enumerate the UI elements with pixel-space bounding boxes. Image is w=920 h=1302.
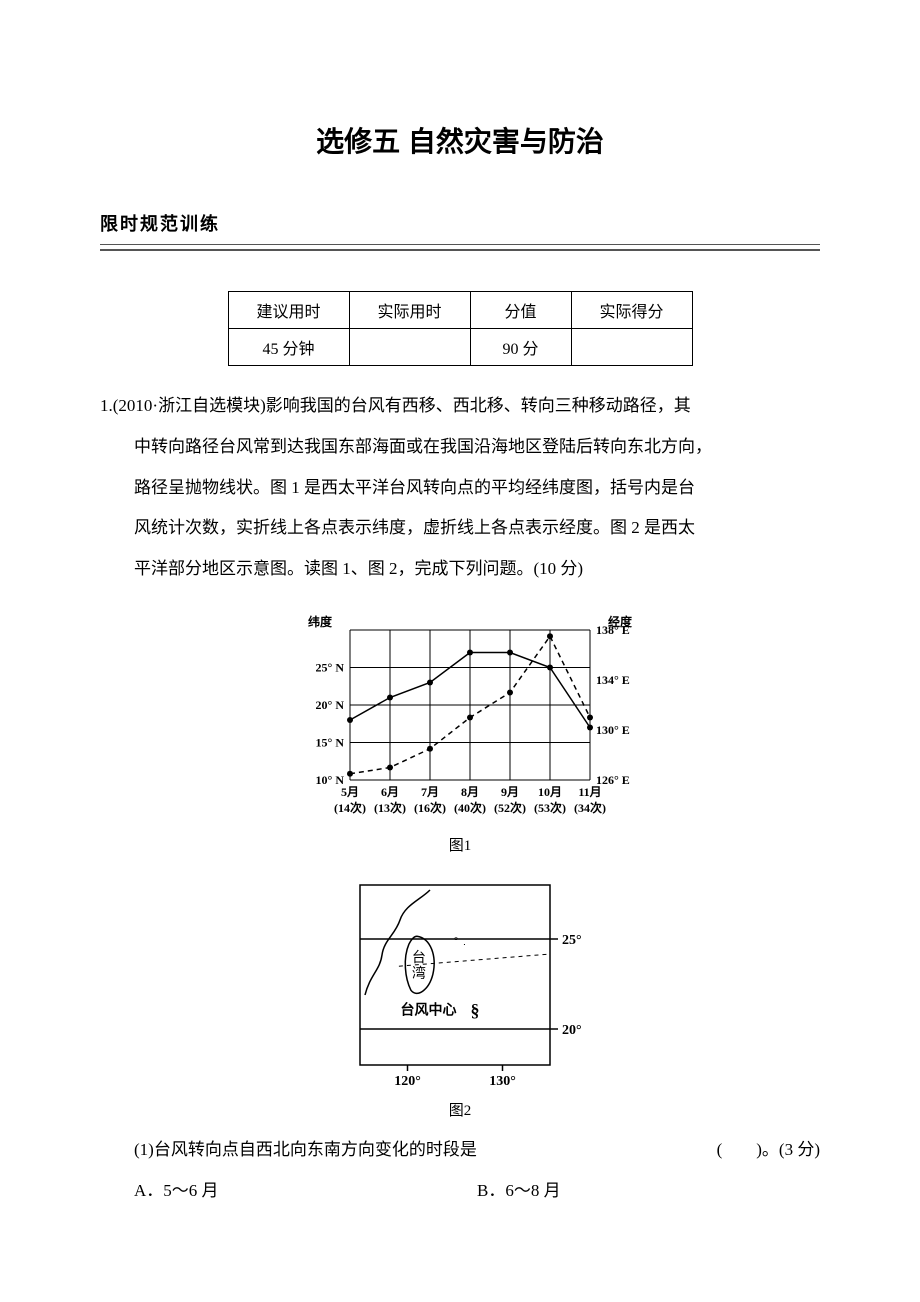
svg-text:120°: 120° xyxy=(394,1074,421,1089)
section-divider xyxy=(100,244,820,251)
option-b: B．6～8 月 xyxy=(477,1171,820,1212)
svg-text:(53次): (53次) xyxy=(534,800,566,815)
figure-1-chart: 纬度经度25° N20° N15° N10° N138° E134° E130°… xyxy=(280,610,640,830)
subq1-text: (1)台风转向点自西北向东南方向变化的时段是 xyxy=(134,1130,717,1171)
th-actual-score: 实际得分 xyxy=(571,292,692,329)
svg-text:134° E: 134° E xyxy=(596,673,630,687)
svg-text:(52次): (52次) xyxy=(494,800,526,815)
svg-text:(14次): (14次) xyxy=(334,800,366,815)
svg-text:(40次): (40次) xyxy=(454,800,486,815)
figure-1-wrap: 纬度经度25° N20° N15° N10° N138° E134° E130°… xyxy=(100,610,820,855)
svg-text:8月: 8月 xyxy=(461,785,479,799)
svg-text:25°: 25° xyxy=(562,933,582,948)
svg-text:20°: 20° xyxy=(562,1023,582,1038)
svg-text:台风中心: 台风中心 xyxy=(401,1002,457,1019)
question-1-stem: 1.(2010·浙江自选模块)影响我国的台风有西移、西北移、转向三种移动路径，其… xyxy=(100,386,820,590)
q1-line5: 平洋部分地区示意图。读图 1、图 2，完成下列问题。(10 分) xyxy=(100,549,820,590)
table-row: 45 分钟 90 分 xyxy=(228,329,692,366)
q1-line3: 路径呈抛物线状。图 1 是西太平洋台风转向点的平均经纬度图，括号内是台 xyxy=(100,468,820,509)
svg-text:6月: 6月 xyxy=(381,785,399,799)
td-actual-time xyxy=(349,329,470,366)
svg-text:纬度: 纬度 xyxy=(308,614,333,629)
figure-2-caption: 图2 xyxy=(100,1099,820,1120)
th-suggested-time: 建议用时 xyxy=(228,292,349,329)
q1-line4: 风统计次数，实折线上各点表示纬度，虚折线上各点表示经度。图 2 是西太 xyxy=(100,508,820,549)
page-title: 选修五 自然灾害与防治 xyxy=(100,120,820,160)
q1-line1: 1.(2010·浙江自选模块)影响我国的台风有西移、西北移、转向三种移动路径，其 xyxy=(100,386,820,427)
svg-text:20° N: 20° N xyxy=(316,698,345,712)
svg-text:130°: 130° xyxy=(489,1074,516,1089)
svg-text:9月: 9月 xyxy=(501,785,519,799)
svg-text:∘: ∘ xyxy=(453,934,459,945)
svg-text:§: § xyxy=(471,1001,480,1021)
subquestion-1: (1)台风转向点自西北向东南方向变化的时段是 ( )。(3 分) xyxy=(100,1130,820,1171)
svg-text:(13次): (13次) xyxy=(374,800,406,815)
svg-text:5月: 5月 xyxy=(341,785,359,799)
table-row: 建议用时 实际用时 分值 实际得分 xyxy=(228,292,692,329)
svg-text:130° E: 130° E xyxy=(596,723,630,737)
q1-line2: 中转向路径台风常到达我国东部海面或在我国沿海地区登陆后转向东北方向， xyxy=(100,427,820,468)
td-actual-score xyxy=(571,329,692,366)
option-a: A．5～6 月 xyxy=(134,1171,477,1212)
subq1-paren: ( )。(3 分) xyxy=(717,1130,820,1171)
figure-2-map: 120°130°25°20°台湾∘⋅台风中心§ xyxy=(330,875,590,1095)
th-actual-time: 实际用时 xyxy=(349,292,470,329)
svg-text:湾: 湾 xyxy=(412,965,426,982)
svg-text:138° E: 138° E xyxy=(596,623,630,637)
section-header-label: 限时规范训练 xyxy=(100,214,220,236)
th-score: 分值 xyxy=(470,292,571,329)
svg-text:⋅: ⋅ xyxy=(463,940,466,951)
section-header: 限时规范训练 xyxy=(100,210,820,236)
figure-1-caption: 图1 xyxy=(100,834,820,855)
figure-2-wrap: 120°130°25°20°台湾∘⋅台风中心§ 图2 xyxy=(100,875,820,1120)
svg-text:10月: 10月 xyxy=(538,785,562,799)
time-score-table: 建议用时 实际用时 分值 实际得分 45 分钟 90 分 xyxy=(228,291,693,366)
td-suggested-time: 45 分钟 xyxy=(228,329,349,366)
svg-text:(16次): (16次) xyxy=(414,800,446,815)
subq1-options: A．5～6 月 B．6～8 月 xyxy=(100,1171,820,1212)
svg-text:25° N: 25° N xyxy=(316,660,345,674)
td-score: 90 分 xyxy=(470,329,571,366)
svg-text:(34次): (34次) xyxy=(574,800,606,815)
svg-text:7月: 7月 xyxy=(421,785,439,799)
svg-text:15° N: 15° N xyxy=(316,735,345,749)
svg-text:11月: 11月 xyxy=(578,785,601,799)
